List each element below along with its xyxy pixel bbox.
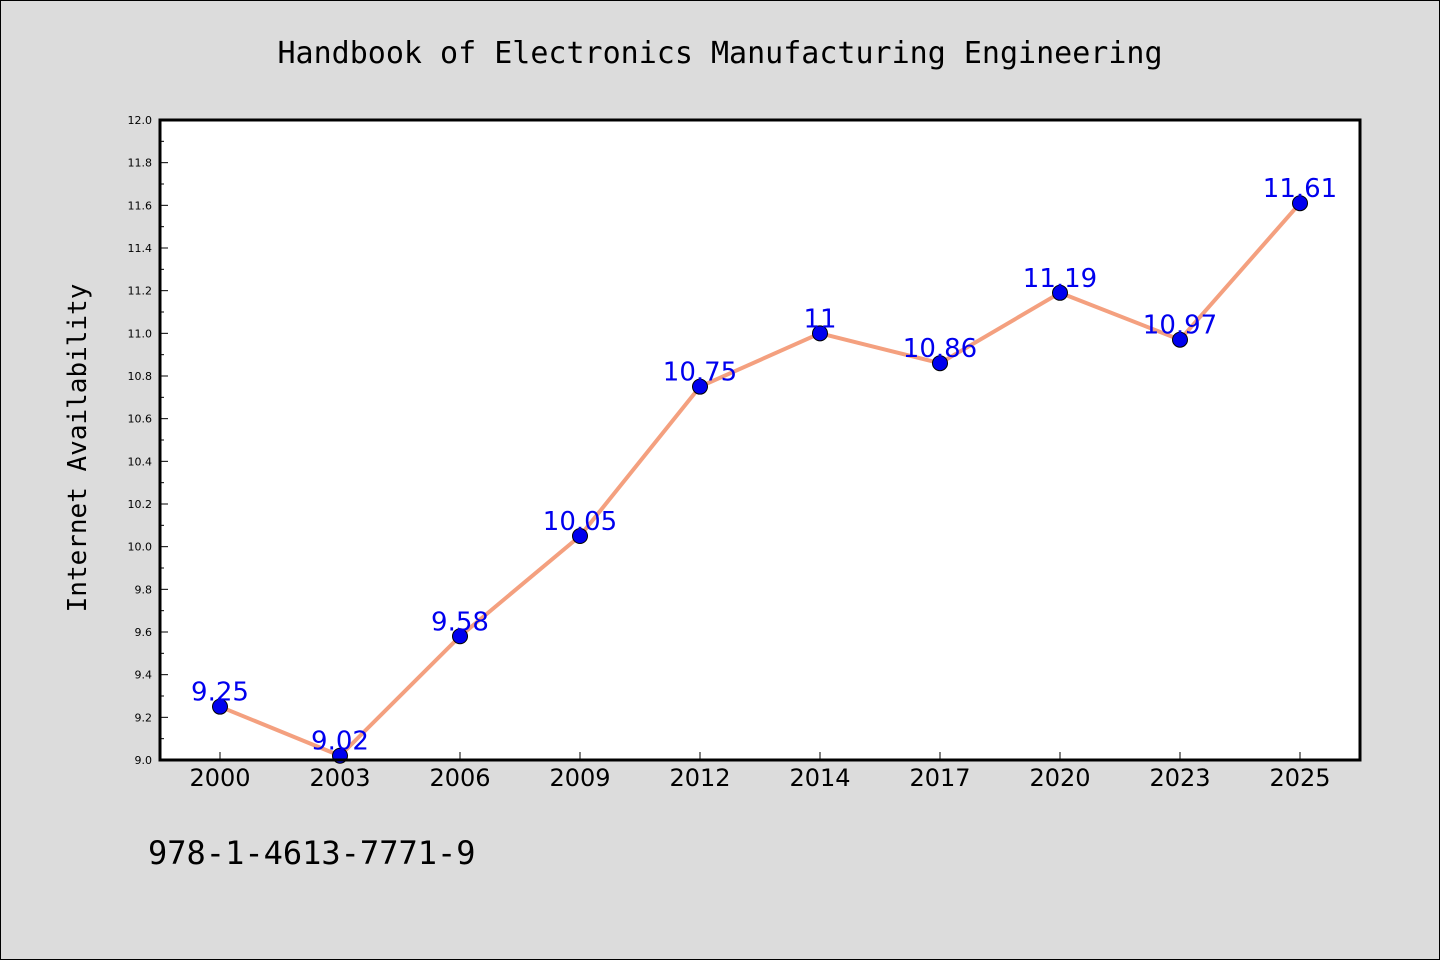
y-tick-label: 10.0 — [128, 541, 153, 554]
data-point — [692, 378, 708, 395]
data-label: 9.25 — [191, 678, 249, 708]
x-axis: 2000 2003 2006 2009 2012 2014 2017 2020 2023 2025 — [189, 752, 1331, 792]
y-axis-label: Internet Availability — [63, 284, 93, 613]
x-tick-label: 2017 — [909, 764, 970, 792]
y-tick-label: 9.8 — [135, 583, 153, 596]
x-tick-label: 2000 — [189, 764, 250, 792]
x-tick-label: 2006 — [429, 764, 490, 792]
chart-title: Handbook of Electronics Manufacturing En… — [277, 36, 1162, 71]
y-tick-label: 11.6 — [128, 199, 153, 212]
y-tick-label: 11.8 — [128, 157, 153, 170]
data-point — [1052, 284, 1068, 301]
y-tick-label: 11.4 — [128, 242, 153, 255]
plot-area — [160, 120, 1360, 760]
series-group: 9.25 9.02 9.58 10.05 10.75 11 10.86 11.19 10.97 1… — [191, 174, 1337, 764]
data-point — [932, 355, 948, 372]
data-label: 10.97 — [1143, 311, 1217, 341]
x-tick-label: 2014 — [789, 764, 850, 792]
data-point — [812, 325, 828, 342]
data-label: 10.86 — [903, 334, 977, 364]
y-tick-label: 9.0 — [135, 754, 153, 767]
y-tick-label: 10.4 — [128, 455, 153, 468]
data-point — [572, 528, 588, 544]
data-label: 9.58 — [431, 607, 489, 637]
data-label: 11.19 — [1023, 264, 1097, 294]
x-tick-label: 2009 — [549, 764, 610, 792]
series-line — [218, 201, 1302, 758]
y-tick-label: 10.6 — [128, 413, 153, 426]
y-tick-label: 9.6 — [135, 626, 153, 639]
y-tick-label: 11.0 — [128, 327, 153, 340]
data-label: 9.02 — [311, 727, 369, 757]
data-point — [1172, 331, 1188, 348]
x-tick-label: 2003 — [309, 764, 370, 792]
y-tick-label: 9.4 — [135, 669, 153, 682]
data-point — [212, 698, 228, 715]
x-tick-label: 2025 — [1269, 764, 1330, 792]
data-point — [1292, 195, 1308, 212]
y-tick-label: 10.8 — [128, 370, 153, 383]
data-point — [452, 628, 468, 645]
x-tick-label: 2012 — [669, 764, 730, 792]
plot-frame — [158, 118, 1362, 762]
y-tick-label: 9.2 — [135, 711, 153, 724]
x-tick-label: 2020 — [1029, 764, 1090, 792]
y-tick-label: 12.0 — [128, 114, 153, 127]
data-label: 10.75 — [663, 358, 737, 388]
isbn-text: 978-1-4613-7771-9 — [148, 834, 476, 872]
x-tick-label: 2023 — [1149, 764, 1210, 792]
data-label: 10.05 — [543, 507, 617, 537]
data-label: 11 — [803, 304, 836, 334]
data-label: 11.61 — [1263, 174, 1337, 204]
y-tick-label: 11.2 — [128, 285, 153, 298]
y-tick-label: 10.2 — [128, 498, 153, 511]
y-axis: 9.0 9.2 9.4 9.6 9.8 10.0 10.2 10.4 10.6 10.8 11.0 1… — [128, 114, 168, 767]
